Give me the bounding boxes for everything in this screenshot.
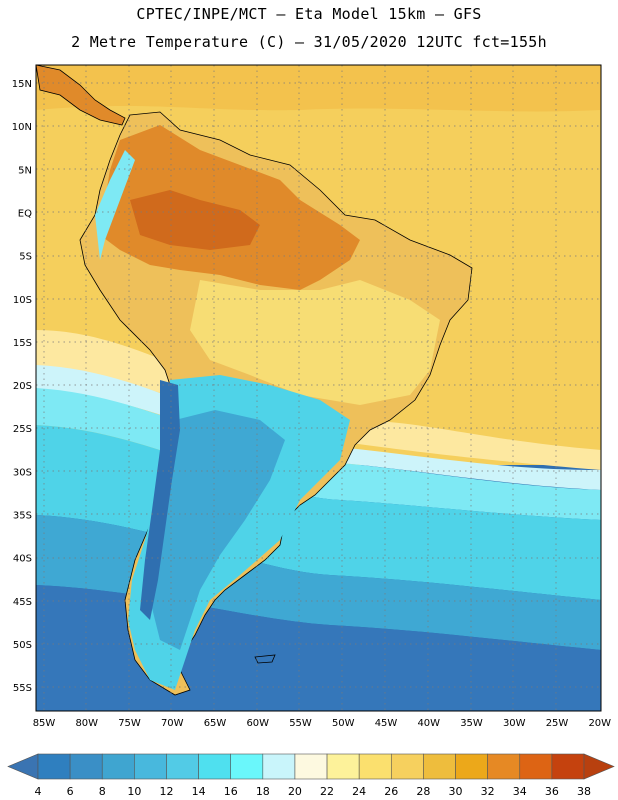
lat-label: 5S bbox=[19, 252, 32, 263]
colorbar-label: 38 bbox=[577, 785, 591, 798]
colorbar-swatch bbox=[390, 753, 424, 780]
ocean-band-subtropical bbox=[36, 330, 601, 470]
region-amazon-hottest bbox=[130, 190, 260, 250]
colorbar-swatch bbox=[101, 753, 135, 780]
map-plot-area bbox=[36, 65, 601, 711]
lat-label: 20S bbox=[13, 381, 32, 392]
lon-label: 35W bbox=[460, 718, 483, 729]
colorbar-swatch bbox=[37, 753, 71, 780]
colorbar-label: 14 bbox=[192, 785, 206, 798]
lat-label: 45S bbox=[13, 597, 32, 608]
colorbar-label: 10 bbox=[127, 785, 141, 798]
lon-label: 50W bbox=[332, 718, 355, 729]
colorbar-label: 30 bbox=[449, 785, 463, 798]
lon-label: 40W bbox=[417, 718, 440, 729]
color-scale-bar: 4 6 8 10 12 14 16 18 20 22 24 26 28 30 32 34 36 38 bbox=[7, 753, 615, 798]
map-title-line1: CPTEC/INPE/MCT – Eta Model 15km – GFS bbox=[136, 5, 482, 23]
colorbar-swatch bbox=[455, 753, 488, 780]
lat-label: 25S bbox=[13, 424, 32, 435]
colorbar-label: 16 bbox=[224, 785, 238, 798]
lat-label: 40S bbox=[13, 554, 32, 565]
colorbar-label: 34 bbox=[513, 785, 527, 798]
colorbar-swatch bbox=[423, 753, 456, 780]
map-frame bbox=[35, 64, 602, 712]
lat-label: 15N bbox=[12, 79, 32, 90]
colorbar-label: 36 bbox=[545, 785, 559, 798]
colorbar-swatch bbox=[262, 753, 296, 780]
colorbar-swatch bbox=[519, 753, 553, 780]
longitude-labels: 85W 80W 75W 70W 65W 60W 55W 50W 45W 40W 35W 30W 25W 2… bbox=[33, 718, 611, 729]
lon-label: 70W bbox=[161, 718, 184, 729]
region-andes-north bbox=[95, 150, 135, 260]
colorbar-label: 28 bbox=[416, 785, 430, 798]
lon-label: 60W bbox=[246, 718, 269, 729]
lon-label: 85W bbox=[33, 718, 56, 729]
lat-label: 55S bbox=[13, 683, 32, 694]
ocean-band-cool bbox=[36, 365, 601, 490]
lat-label: 35S bbox=[13, 511, 32, 522]
region-central-brazil bbox=[190, 280, 440, 405]
lat-label: 50S bbox=[13, 640, 32, 651]
colorbar-label: 4 bbox=[35, 785, 42, 798]
colorbar-swatch bbox=[358, 753, 392, 780]
colorbar-label: 22 bbox=[320, 785, 334, 798]
colorbar-label: 26 bbox=[384, 785, 398, 798]
colorbar-swatch bbox=[166, 753, 199, 780]
graticule bbox=[36, 65, 601, 711]
lat-label: 10S bbox=[13, 295, 32, 306]
colorbar-label: 8 bbox=[99, 785, 106, 798]
colorbar-high-arrow bbox=[583, 753, 615, 780]
colorbar-swatch bbox=[69, 753, 103, 780]
ocean-band-caribbean bbox=[36, 65, 601, 112]
lat-label: EQ bbox=[18, 208, 32, 219]
colorbar-swatch bbox=[551, 753, 585, 780]
lon-label: 25W bbox=[546, 718, 569, 729]
region-andes-south bbox=[140, 380, 180, 620]
colorbar-label: 24 bbox=[352, 785, 366, 798]
lat-label: 5N bbox=[18, 165, 32, 176]
colorbar-swatch bbox=[487, 753, 521, 780]
lat-label: 30S bbox=[13, 467, 32, 478]
colorbar-label: 18 bbox=[256, 785, 270, 798]
map-title-line2: 2 Metre Temperature (C) – 31/05/2020 12U… bbox=[71, 33, 547, 51]
colorbar-label: 32 bbox=[481, 785, 495, 798]
lon-label: 20W bbox=[588, 718, 611, 729]
colorbar-low-arrow bbox=[7, 753, 39, 780]
lon-label: 45W bbox=[375, 718, 398, 729]
region-patagonia bbox=[150, 410, 285, 650]
latitude-labels: 15N 10N 5N EQ 5S 10S 15S 20S 25S 30S 35S 40S 45S 50S 5… bbox=[12, 79, 32, 694]
lon-label: 75W bbox=[118, 718, 141, 729]
lon-label: 65W bbox=[204, 718, 227, 729]
central-america bbox=[36, 65, 126, 126]
colorbar-swatch bbox=[198, 753, 232, 780]
colorbar-swatch bbox=[230, 753, 264, 780]
colorbar-swatch bbox=[134, 753, 167, 780]
colorbar-label: 20 bbox=[288, 785, 302, 798]
falkland-islands bbox=[254, 654, 276, 664]
colorbar-label: 12 bbox=[159, 785, 173, 798]
colorbar-swatch bbox=[326, 753, 360, 780]
lon-label: 55W bbox=[289, 718, 312, 729]
lat-label: 15S bbox=[13, 338, 32, 349]
lat-label: 10N bbox=[12, 122, 32, 133]
lon-label: 80W bbox=[75, 718, 98, 729]
colorbar-swatch bbox=[294, 753, 328, 780]
colorbar-label: 6 bbox=[67, 785, 74, 798]
lon-label: 30W bbox=[503, 718, 526, 729]
